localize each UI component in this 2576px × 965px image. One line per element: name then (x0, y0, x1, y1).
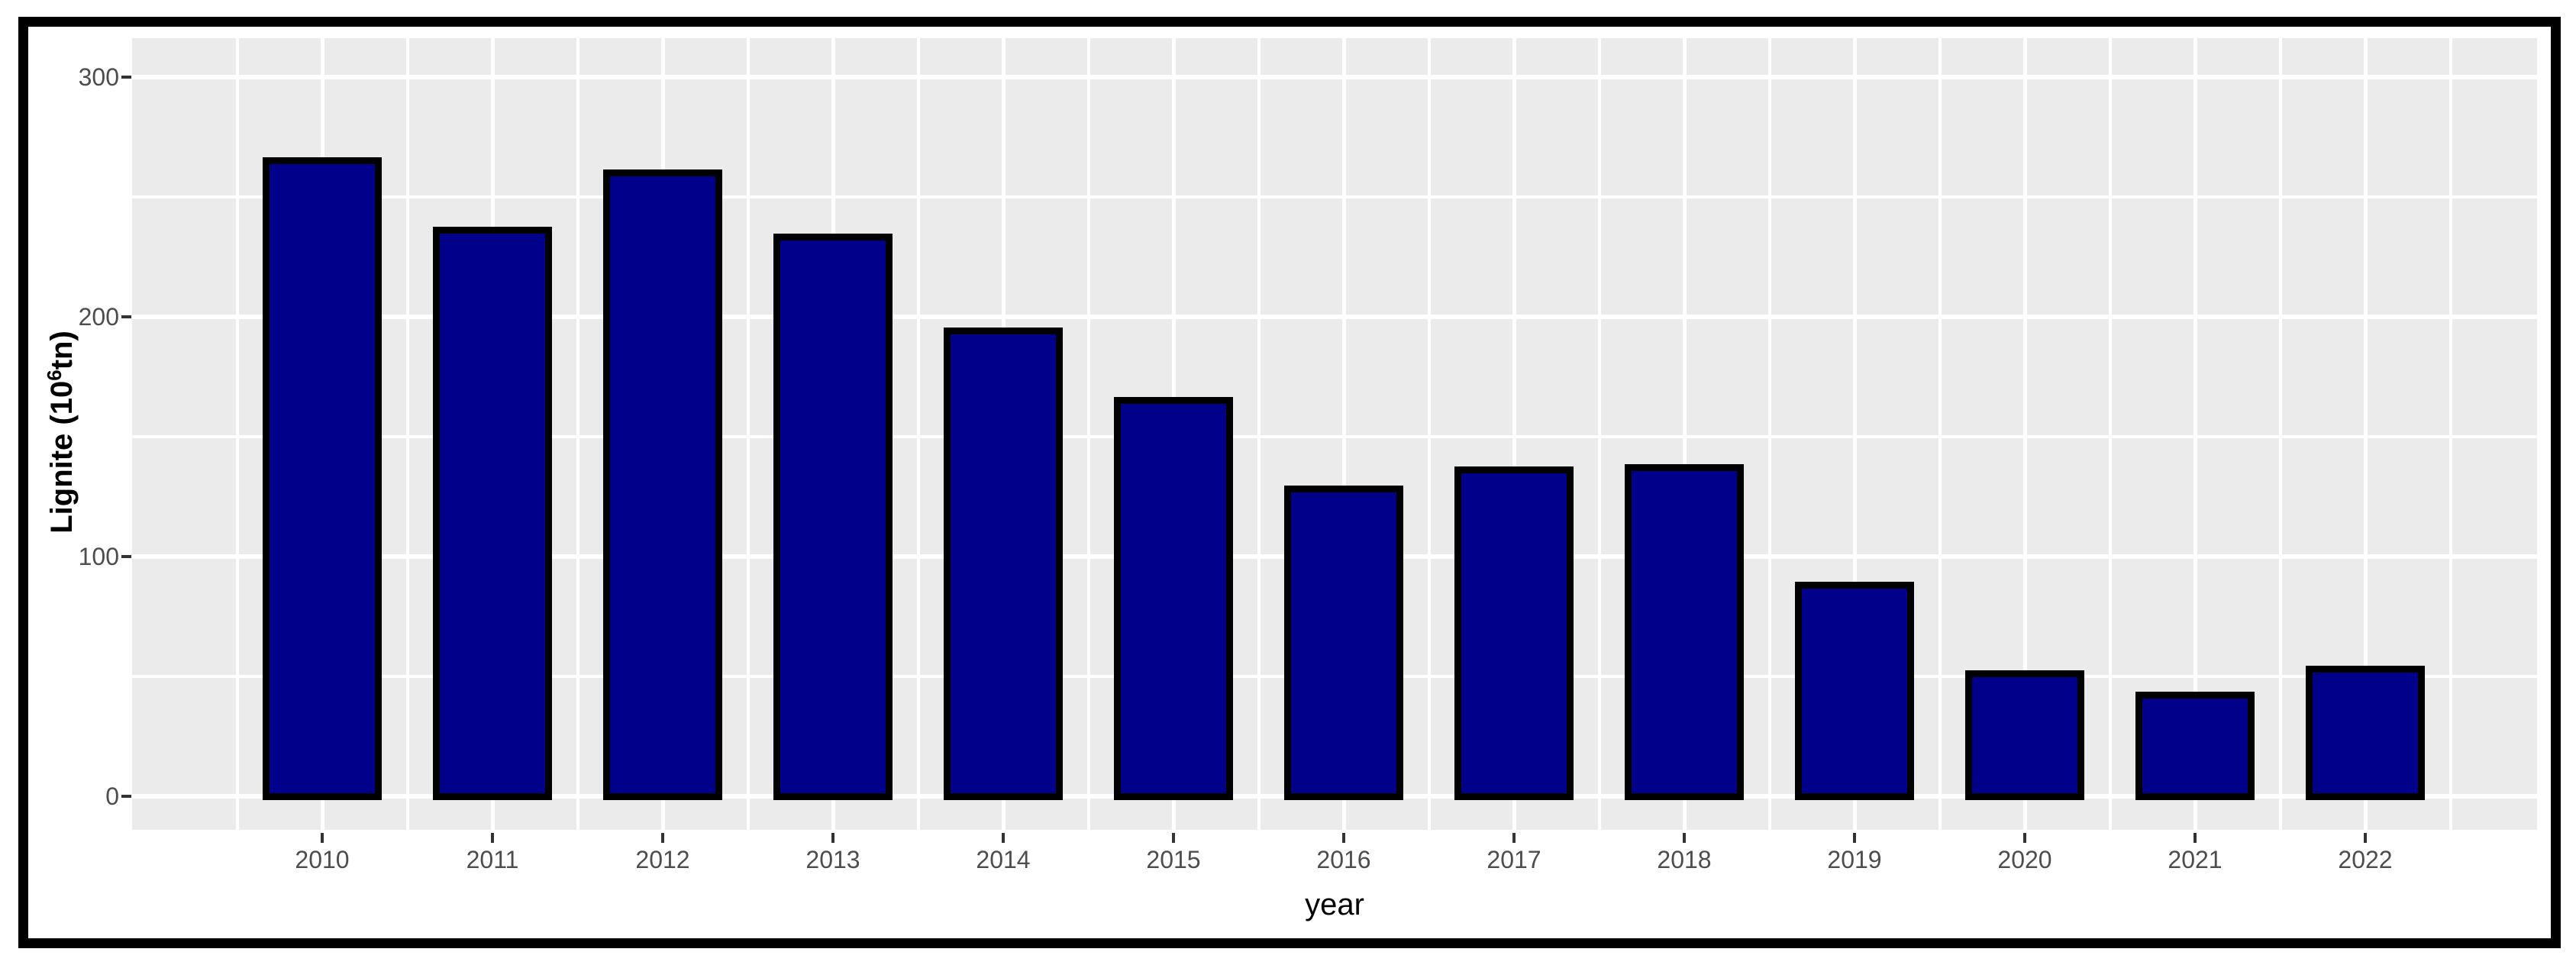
x-tick-mark-2012 (661, 833, 664, 843)
bar-2018 (1625, 464, 1744, 800)
gridline-v-minor-9 (1767, 38, 1771, 830)
x-axis-title: year (1305, 888, 1364, 921)
y-tick-label-300: 300 (78, 63, 119, 91)
bar-2020 (1965, 670, 2084, 800)
gridline-v-minor-0 (235, 38, 239, 830)
x-tick-mark-2019 (1853, 833, 1856, 843)
y-tick-mark-300 (121, 76, 131, 79)
y-axis-title-unit: tn) (45, 331, 79, 370)
x-tick-label-2017: 2017 (1487, 846, 1541, 873)
y-tick-mark-100 (121, 555, 131, 558)
x-tick-label-2022: 2022 (2338, 846, 2393, 873)
gridline-h-major-300 (132, 75, 2537, 79)
x-tick-label-2018: 2018 (1657, 846, 1712, 873)
x-tick-mark-2014 (1002, 833, 1005, 843)
gridline-v-minor-10 (1938, 38, 1942, 830)
bar-2022 (2306, 666, 2425, 800)
x-tick-mark-2021 (2193, 833, 2197, 843)
gridline-v-major-2021 (2193, 38, 2197, 830)
x-tick-label-2012: 2012 (635, 846, 690, 873)
gridline-v-minor-13 (2448, 38, 2452, 830)
bar-2016 (1284, 486, 1403, 800)
gridline-v-major-2020 (2022, 38, 2027, 830)
y-tick-label-100: 100 (78, 543, 119, 570)
x-tick-mark-2013 (831, 833, 834, 843)
gridline-h-minor-150 (132, 435, 2537, 438)
bar-2011 (433, 227, 552, 800)
x-tick-label-2015: 2015 (1146, 846, 1201, 873)
bar-2019 (1795, 582, 1914, 800)
gridline-v-major-2018 (1682, 38, 1687, 830)
x-tick-mark-2022 (2364, 833, 2367, 843)
x-tick-label-2021: 2021 (2168, 846, 2223, 873)
gridline-h-major-200 (132, 315, 2537, 319)
x-tick-label-2014: 2014 (976, 846, 1031, 873)
x-tick-mark-2015 (1172, 833, 1175, 843)
gridline-v-major-2022 (2363, 38, 2368, 830)
x-tick-mark-2010 (321, 833, 324, 843)
gridline-v-major-2019 (1852, 38, 1857, 830)
bar-2015 (1114, 397, 1233, 800)
y-tick-mark-0 (121, 795, 131, 798)
gridline-v-minor-4 (916, 38, 920, 830)
y-axis-title-text: Lignite (10 (45, 380, 79, 534)
gridline-v-minor-5 (1086, 38, 1090, 830)
x-tick-mark-2017 (1512, 833, 1516, 843)
gridline-v-minor-2 (576, 38, 579, 830)
bar-2010 (263, 157, 382, 800)
gridline-v-minor-3 (746, 38, 750, 830)
x-tick-mark-2011 (491, 833, 494, 843)
gridline-v-minor-1 (405, 38, 409, 830)
x-tick-label-2020: 2020 (1997, 846, 2052, 873)
x-tick-label-2011: 2011 (466, 846, 519, 873)
y-tick-label-200: 200 (78, 303, 119, 331)
x-tick-label-2019: 2019 (1827, 846, 1882, 873)
y-tick-label-0: 0 (105, 783, 119, 810)
gridline-v-major-2016 (1341, 38, 1346, 830)
x-tick-label-2016: 2016 (1316, 846, 1371, 873)
bar-2014 (944, 328, 1063, 800)
gridline-v-minor-11 (2108, 38, 2112, 830)
gridline-v-minor-7 (1427, 38, 1431, 830)
gridline-v-major-2017 (1512, 38, 1516, 830)
gridline-v-minor-12 (2278, 38, 2282, 830)
bar-2017 (1454, 466, 1574, 800)
x-tick-mark-2020 (2023, 833, 2026, 843)
bar-2021 (2135, 692, 2255, 800)
plot-area (132, 38, 2537, 830)
x-tick-mark-2016 (1342, 833, 1345, 843)
x-tick-label-2010: 2010 (295, 846, 350, 873)
x-tick-label-2013: 2013 (805, 846, 860, 873)
gridline-v-minor-6 (1257, 38, 1261, 830)
y-tick-mark-200 (121, 315, 131, 318)
y-axis-title: Lignite (106tn) (43, 331, 79, 534)
bar-2012 (603, 169, 722, 800)
bar-2013 (773, 234, 893, 800)
x-tick-mark-2018 (1683, 833, 1686, 843)
gridline-h-minor-250 (132, 195, 2537, 198)
gridline-v-minor-8 (1597, 38, 1601, 830)
y-axis-title-superscript: 6 (42, 370, 66, 381)
